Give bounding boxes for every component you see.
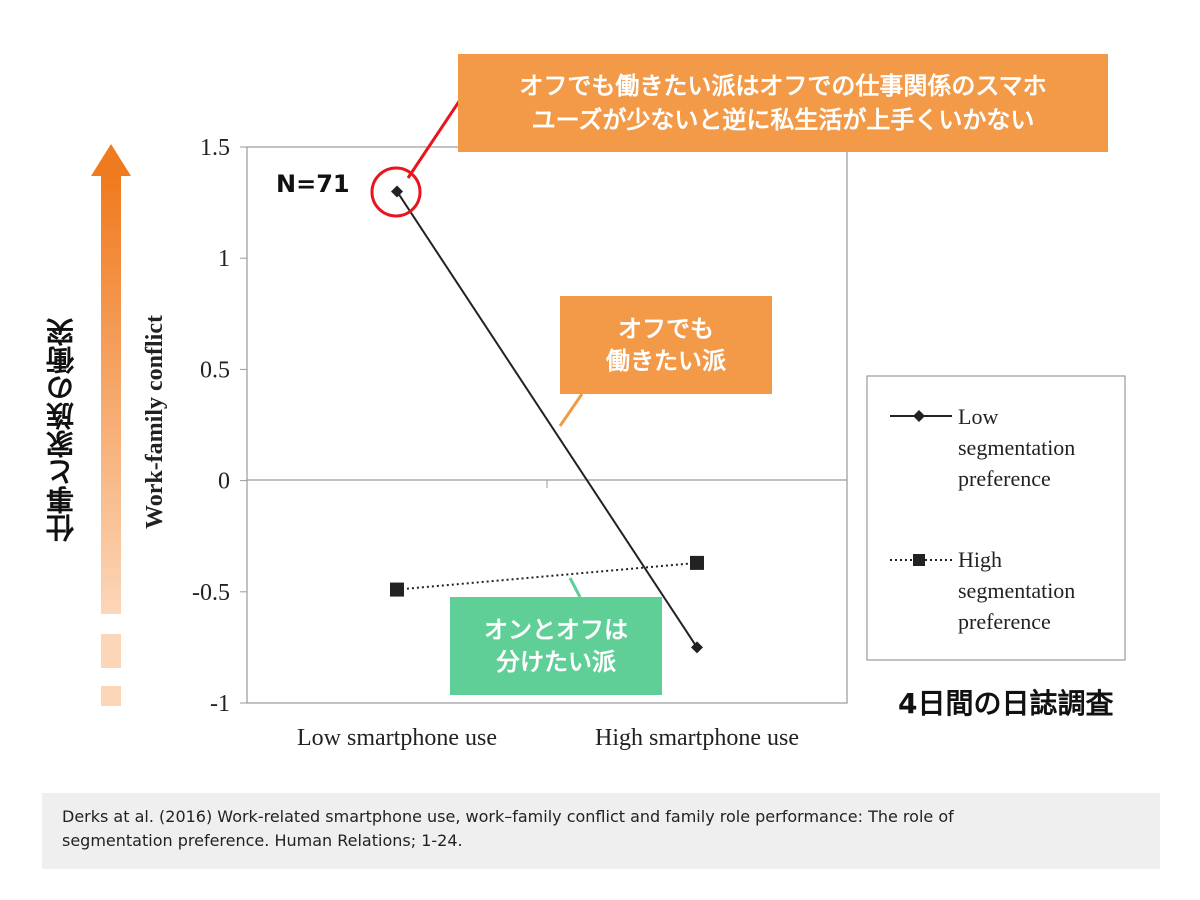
series-line-1	[396, 561, 698, 591]
y-tick-label: 0	[218, 469, 230, 495]
y-tick-label: -1	[210, 691, 230, 717]
y-axis: 1.5 1 0.5 0 -0.5 -1	[192, 135, 247, 717]
callout-on-off: オンとオフは 分けたい派	[450, 597, 662, 695]
legend-item-low: Low segmentation preference	[890, 404, 1081, 491]
citation-line1: Derks at al. (2016) Work-related smartph…	[62, 807, 954, 826]
up-arrow-icon	[91, 144, 131, 706]
legend-low-line1: Low	[958, 404, 998, 429]
data-point-diamond-0-1	[691, 641, 703, 654]
callout-off-line1: オフでも	[618, 315, 714, 343]
series-layer	[390, 185, 704, 654]
callout-on-pointer	[568, 577, 582, 598]
legend-high-line2: segmentation	[958, 578, 1075, 603]
legend-low-line3: preference	[958, 466, 1051, 491]
callout-off-line2: 働きたい派	[606, 347, 726, 375]
citation: Derks at al. (2016) Work-related smartph…	[42, 793, 1160, 869]
legend-high-line1: High	[958, 547, 1002, 572]
legend-item-high: High segmentation preference	[890, 547, 1081, 634]
data-point-square-1-0	[390, 582, 404, 597]
callout-on-line2: 分けたい派	[496, 648, 616, 676]
callout-off-work: オフでも 働きたい派	[560, 296, 772, 394]
square-marker-icon	[913, 554, 925, 566]
legend-high-line3: preference	[958, 609, 1051, 634]
survey-label: 4日間の日誌調査	[898, 687, 1114, 720]
y-tick-label: 1.5	[200, 135, 230, 161]
left-axis-label: 仕事と家族の衝突	[45, 318, 78, 542]
x-axis: Low smartphone use High smartphone use	[297, 725, 799, 751]
data-point-diamond-0-0	[391, 185, 403, 198]
callout-top-line1: オフでも働きたい派はオフでの仕事関係のスマホ	[519, 72, 1047, 100]
callout-off-pointer	[558, 393, 584, 427]
highlight-circle	[370, 166, 422, 218]
x-tick-label: Low smartphone use	[297, 725, 497, 751]
svg-text:Low segmentation: Low segmentation preference	[958, 404, 1081, 491]
citation-line2: segmentation preference. Human Relations…	[62, 831, 463, 850]
y-tick-label: 1	[218, 246, 230, 272]
diamond-marker-icon	[913, 410, 925, 422]
callout-top: オフでも働きたい派はオフでの仕事関係のスマホ ユーズが少ないと逆に私生活が上手く…	[458, 54, 1108, 152]
svg-text:High segmentation: High segmentation preference	[958, 547, 1081, 634]
y-tick-label: 0.5	[200, 357, 230, 383]
sample-size-label: N=71	[276, 170, 350, 198]
y-tick-label: -0.5	[192, 580, 230, 606]
legend: Low segmentation preference High segment…	[866, 375, 1126, 661]
y-axis-label: Work-family conflict	[142, 315, 168, 529]
data-point-square-1-1	[690, 555, 704, 570]
series-line-0	[396, 190, 698, 648]
x-tick-label: High smartphone use	[595, 725, 799, 751]
callout-on-line1: オンとオフは	[484, 616, 628, 644]
callout-top-pointer	[406, 99, 462, 179]
legend-low-line2: segmentation	[958, 435, 1075, 460]
callout-top-line2: ユーズが少ないと逆に私生活が上手くいかない	[531, 106, 1035, 134]
